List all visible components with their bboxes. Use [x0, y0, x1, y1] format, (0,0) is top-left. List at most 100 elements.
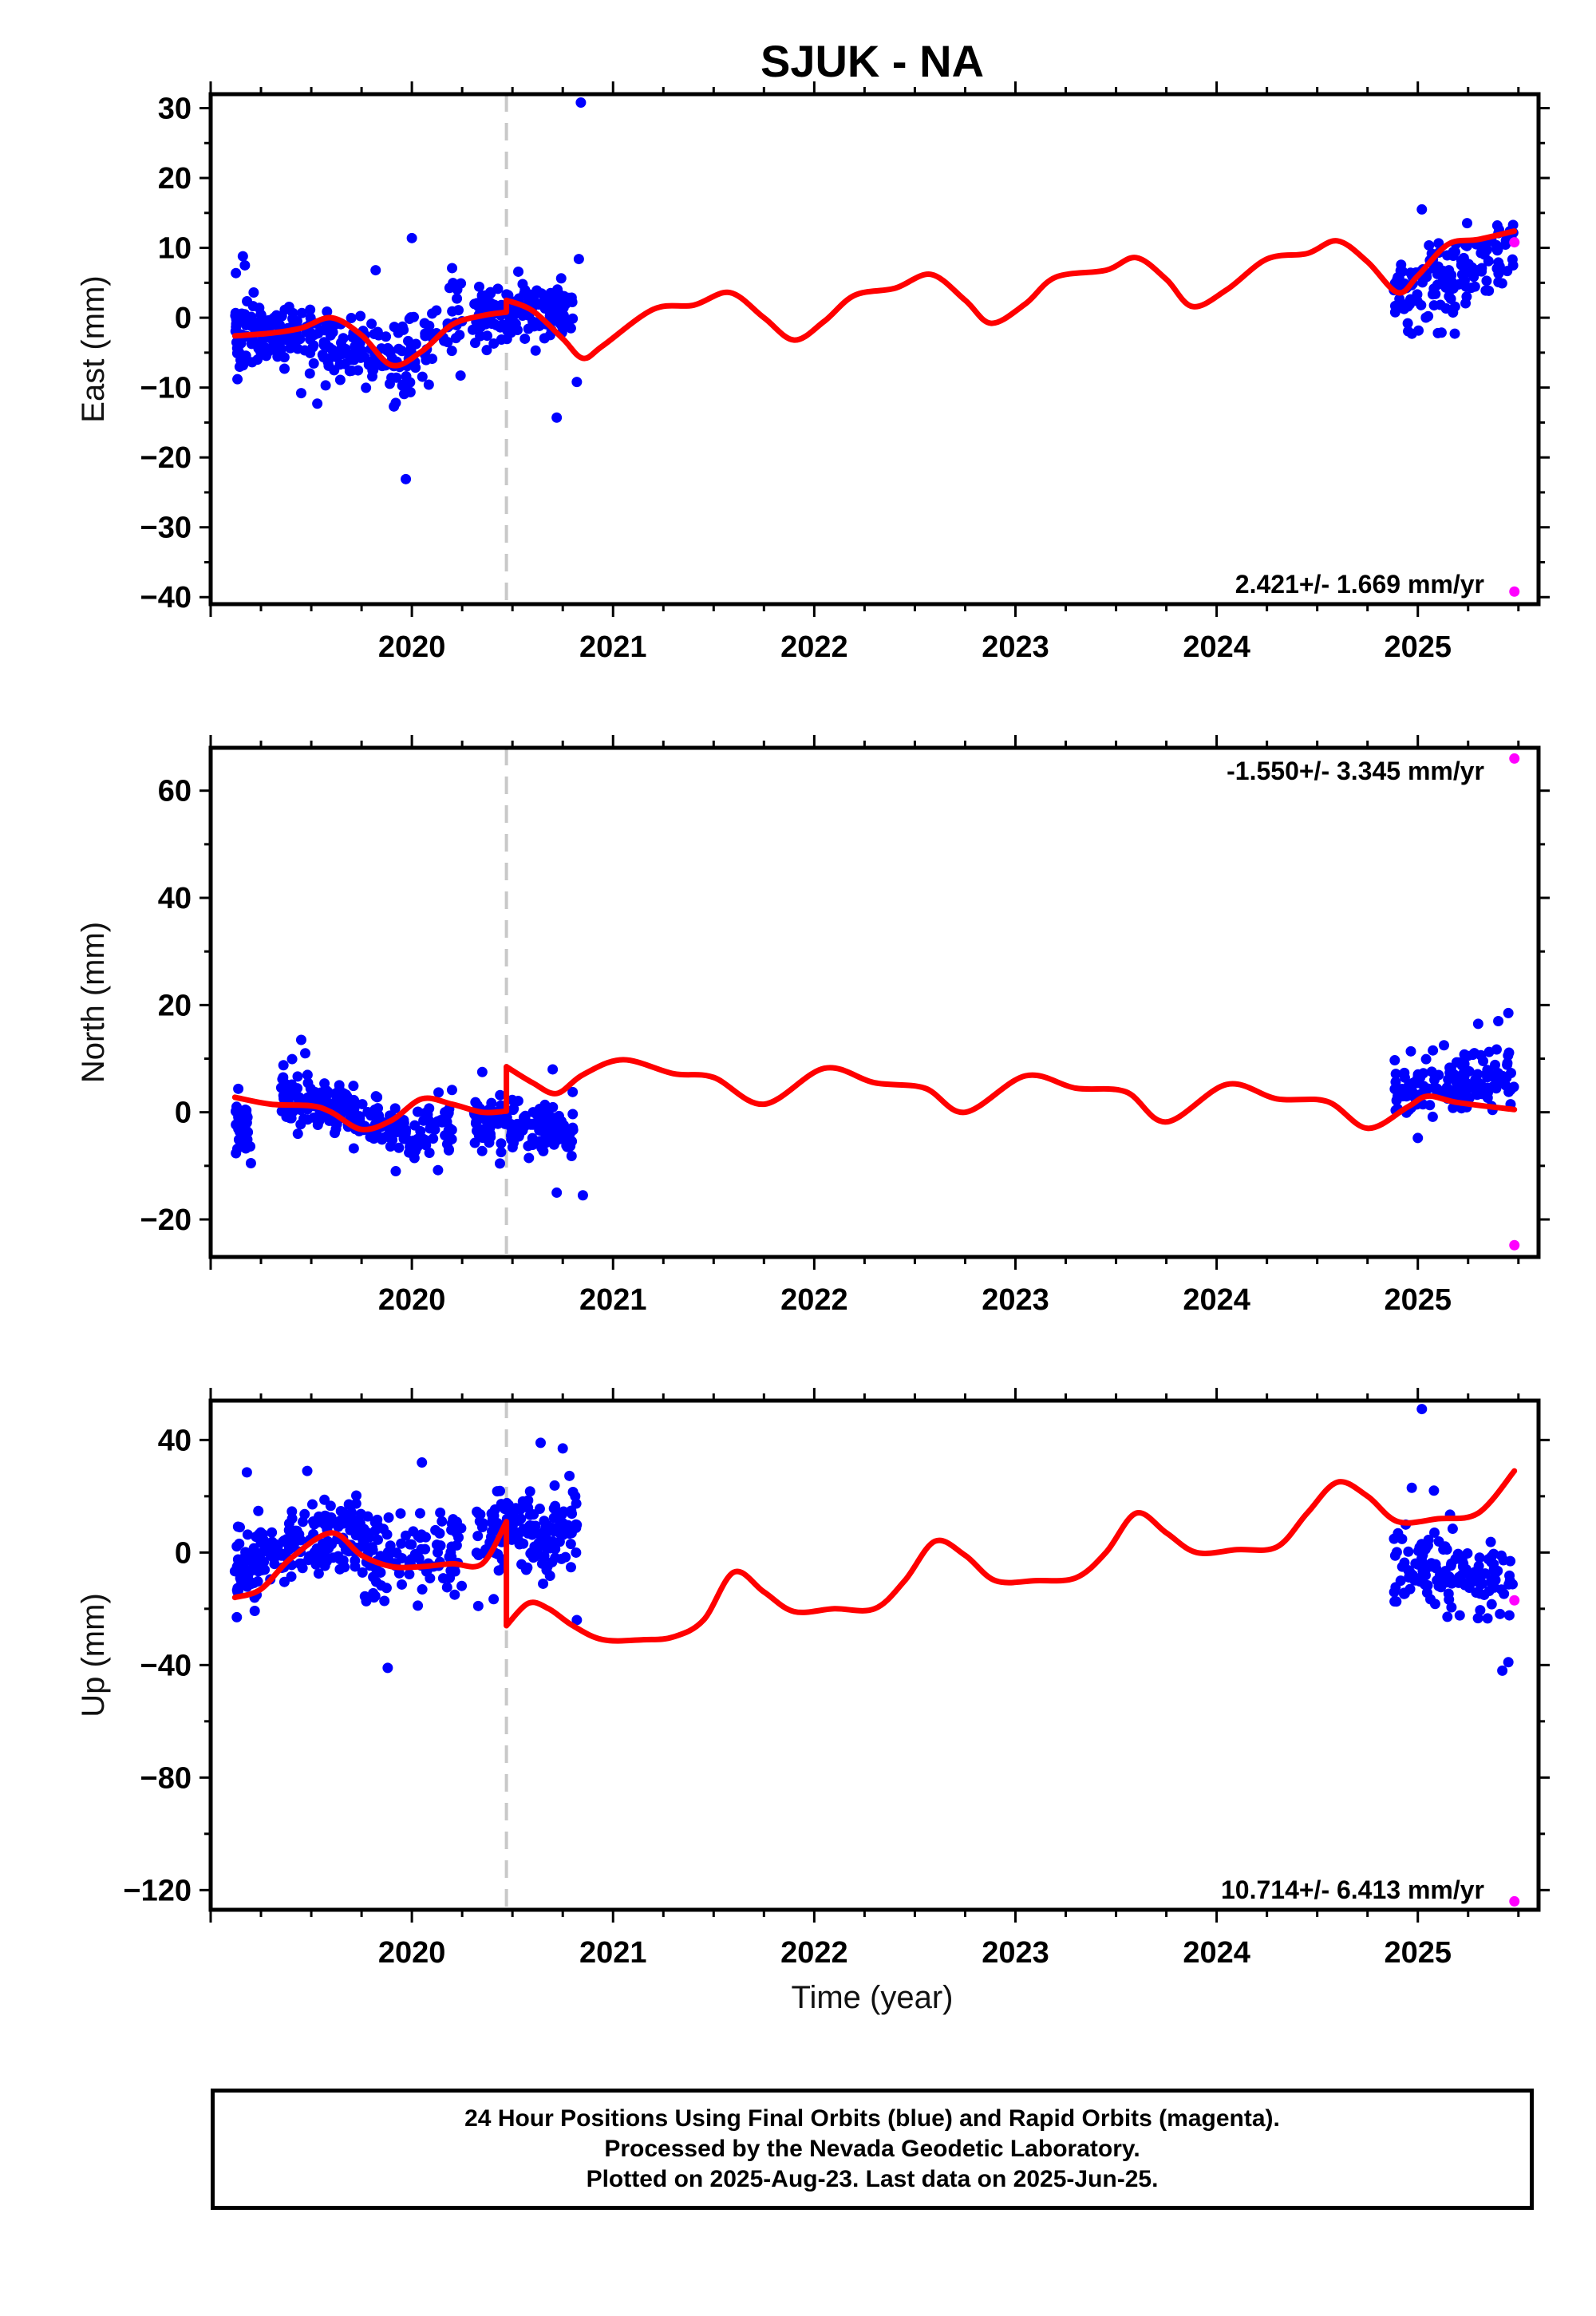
- final-orbit-point: [1447, 1524, 1458, 1535]
- final-orbit-point: [423, 379, 434, 390]
- final-orbit-point: [370, 265, 381, 276]
- final-orbit-point: [444, 1551, 455, 1563]
- final-orbit-point: [229, 1566, 240, 1577]
- final-orbit-point: [278, 1072, 289, 1083]
- final-orbit-point: [567, 1086, 579, 1097]
- final-orbit-point: [527, 1107, 539, 1118]
- final-orbit-point: [571, 1547, 582, 1558]
- final-orbit-point: [282, 334, 293, 346]
- x-tick-label: 2023: [982, 630, 1049, 664]
- final-orbit-point: [1502, 1059, 1513, 1070]
- final-orbit-point: [377, 1134, 388, 1145]
- final-orbit-point: [1389, 1055, 1400, 1066]
- plot-frame: [208, 1398, 1541, 1912]
- final-orbit-point: [355, 310, 366, 322]
- final-orbit-point: [1503, 1047, 1515, 1058]
- final-orbit-point: [1473, 1560, 1484, 1571]
- final-orbit-point: [1505, 1555, 1516, 1567]
- final-orbit-point: [353, 365, 364, 376]
- final-orbit-point: [486, 1531, 497, 1543]
- final-orbit-point: [416, 1543, 427, 1555]
- final-orbit-point: [496, 1138, 507, 1149]
- final-orbit-point: [547, 1064, 559, 1075]
- final-orbit-point: [515, 1527, 526, 1538]
- final-orbit-point: [310, 1547, 321, 1559]
- final-orbit-point: [267, 1527, 278, 1538]
- final-orbit-point: [1417, 277, 1428, 288]
- final-orbit-point: [319, 1560, 330, 1571]
- x-axis-label: Time (year): [792, 1980, 954, 2015]
- final-orbit-point: [1497, 1077, 1508, 1088]
- final-orbit-point: [405, 1141, 416, 1152]
- final-orbit-point: [524, 1520, 535, 1531]
- final-orbit-point: [1439, 1040, 1450, 1051]
- y-tick-label: −40: [140, 1649, 192, 1682]
- final-orbit-point: [1503, 1610, 1515, 1621]
- final-orbit-point: [567, 1109, 579, 1120]
- final-orbit-point: [1432, 327, 1444, 338]
- final-orbit-point: [1450, 247, 1461, 258]
- final-orbit-point: [555, 1116, 567, 1127]
- final-orbit-point: [518, 1112, 529, 1123]
- final-orbit-point: [266, 314, 277, 326]
- final-orbit-point: [304, 368, 315, 379]
- final-orbit-point: [313, 1568, 324, 1579]
- final-orbit-point: [538, 1578, 549, 1589]
- final-orbit-point: [338, 1507, 349, 1518]
- final-orbit-point: [476, 1522, 488, 1533]
- plot-frame: [208, 745, 1541, 1259]
- final-orbit-point: [447, 306, 458, 317]
- final-orbit-point: [1448, 307, 1459, 318]
- final-orbit-point: [414, 1508, 425, 1519]
- final-orbit-point: [249, 1606, 260, 1617]
- final-orbit-point: [1465, 1082, 1476, 1093]
- final-orbit-point: [566, 1528, 577, 1539]
- final-orbit-point: [299, 1048, 310, 1059]
- final-orbit-point: [565, 1539, 576, 1550]
- final-orbit-point: [431, 1539, 442, 1551]
- final-orbit-point: [305, 334, 316, 345]
- final-orbit-point: [512, 1118, 523, 1129]
- final-orbit-point: [551, 1187, 563, 1198]
- final-orbit-point: [440, 1107, 451, 1118]
- final-orbit-point: [518, 1538, 529, 1549]
- final-orbit-point: [473, 1550, 484, 1561]
- final-orbit-point: [370, 1091, 381, 1102]
- final-orbit-point: [449, 1589, 460, 1600]
- final-orbit-point: [500, 1112, 512, 1123]
- final-orbit-point: [346, 1507, 358, 1518]
- final-orbit-point: [1394, 1085, 1405, 1096]
- final-orbit-point: [1479, 1589, 1490, 1600]
- final-orbit-point: [443, 1144, 454, 1155]
- final-orbit-point: [1412, 1132, 1424, 1144]
- final-orbit-point: [1495, 1608, 1506, 1619]
- final-orbit-point: [243, 1555, 255, 1566]
- y-axis-label: East (mm): [76, 275, 111, 422]
- final-orbit-point: [405, 1539, 416, 1550]
- final-orbit-point: [517, 1496, 528, 1507]
- y-tick-label: 0: [175, 1536, 192, 1570]
- final-orbit-point: [427, 1118, 438, 1129]
- final-orbit-point: [431, 305, 442, 316]
- final-orbit-point: [433, 1087, 444, 1098]
- final-orbit-point: [1471, 1587, 1482, 1599]
- final-orbit-point: [1503, 1086, 1515, 1097]
- final-orbit-point: [1459, 275, 1470, 287]
- final-orbit-point: [372, 1520, 383, 1531]
- final-orbit-point: [398, 1133, 409, 1144]
- final-orbit-point: [456, 1523, 467, 1534]
- final-orbit-point: [320, 380, 331, 391]
- y-tick-label: −120: [123, 1874, 192, 1907]
- final-orbit-point: [435, 1507, 446, 1518]
- final-orbit-point: [1390, 1069, 1401, 1080]
- final-orbit-point: [1489, 1059, 1500, 1070]
- final-orbit-point: [385, 1132, 396, 1144]
- final-orbit-point: [381, 1529, 393, 1540]
- final-orbit-point: [552, 284, 563, 295]
- final-orbit-point: [1491, 239, 1502, 251]
- y-axis-label: North (mm): [76, 922, 111, 1083]
- rapid-orbit-point: [1509, 237, 1520, 248]
- y-tick-label: −80: [140, 1761, 192, 1795]
- final-orbit-point: [417, 1584, 428, 1595]
- y-tick-label: 20: [158, 989, 192, 1022]
